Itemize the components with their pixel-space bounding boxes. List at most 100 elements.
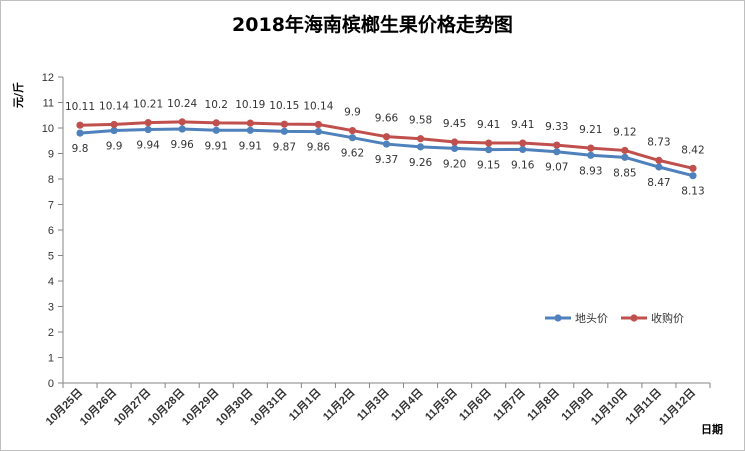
- x-tick-label: 11月2日: [320, 386, 357, 423]
- data-point: [621, 146, 629, 155]
- data-label: 9.26: [409, 157, 433, 169]
- data-label: 9.41: [511, 119, 534, 131]
- data-label: 9.94: [136, 140, 160, 152]
- y-tick-label: 9: [48, 149, 54, 161]
- data-point: [144, 125, 152, 134]
- data-point: [314, 120, 322, 129]
- data-point: [485, 146, 493, 154]
- data-label: 9.62: [341, 148, 364, 160]
- data-label: 9.96: [170, 139, 194, 151]
- data-point: [485, 139, 493, 147]
- data-point: [382, 140, 391, 148]
- y-tick-label: 10: [42, 123, 54, 135]
- data-point: [621, 153, 629, 161]
- data-label: 9.07: [545, 162, 568, 174]
- data-point: [655, 156, 663, 164]
- legend-marker-0: [554, 314, 562, 322]
- data-label: 8.47: [647, 177, 670, 189]
- series-lines: [76, 118, 697, 180]
- data-point: [382, 133, 391, 141]
- data-label: 9.15: [477, 160, 500, 172]
- data-point: [280, 127, 288, 135]
- data-label: 9.45: [443, 118, 466, 130]
- x-tick-label: 11月8日: [525, 386, 562, 423]
- y-tick-label: 5: [48, 251, 54, 263]
- x-tick-label: 11月7日: [491, 386, 528, 423]
- data-label: 9.8: [72, 143, 89, 155]
- data-point: [76, 121, 84, 129]
- data-label: 9.16: [511, 159, 535, 171]
- legend-entry-0: 地头价: [575, 312, 608, 325]
- data-label: 9.33: [545, 121, 568, 133]
- data-label: 10.14: [303, 100, 333, 112]
- data-point: [314, 127, 322, 136]
- x-tick-label: 10月31日: [247, 386, 289, 428]
- data-label: 9.21: [579, 124, 602, 136]
- y-tick-label: 4: [48, 276, 54, 288]
- data-label: 9.58: [409, 115, 432, 127]
- data-labels: 9.8 9.9 9.94 9.96 9.91 9.91 9.87 9.86 9.62 9.37 9.…: [65, 98, 705, 198]
- data-label: 9.20: [443, 158, 466, 170]
- data-point: [348, 126, 357, 135]
- y-tick-label: 0: [48, 378, 54, 390]
- x-tick-label: 11月3日: [354, 386, 391, 423]
- x-axis-title: 日期: [701, 422, 723, 436]
- data-point: [689, 164, 697, 172]
- x-tick-label: 11月6日: [456, 386, 493, 423]
- data-label: 10.15: [269, 100, 299, 112]
- data-label: 9.12: [613, 126, 636, 138]
- data-label: 8.73: [647, 136, 670, 148]
- x-tick-label: 11月5日: [422, 386, 459, 423]
- data-label: 9.86: [307, 142, 331, 154]
- data-label: 8.93: [579, 165, 602, 177]
- legend-marker-1: [630, 314, 638, 322]
- data-label: 8.85: [613, 167, 636, 179]
- axes: 012345678910111210月25日10月26日10月27日10月28日…: [42, 72, 711, 428]
- data-label: 9.9: [106, 141, 123, 153]
- data-label: 10.19: [235, 99, 265, 111]
- data-point: [212, 126, 220, 134]
- y-tick-label: 1: [48, 353, 54, 365]
- data-label: 9.66: [375, 113, 399, 125]
- data-point: [416, 135, 425, 143]
- data-point: [178, 118, 186, 126]
- chart-title: 2018年海南槟榔生果价格走势图: [232, 14, 513, 36]
- data-point: [553, 148, 561, 156]
- data-point: [416, 143, 425, 151]
- data-point: [519, 145, 527, 154]
- y-tick-label: 11: [43, 98, 54, 110]
- data-label: 10.2: [205, 99, 228, 111]
- data-point: [348, 134, 357, 142]
- data-point: [655, 163, 663, 171]
- data-point: [110, 120, 118, 129]
- x-tick-label: 11月12日: [656, 386, 698, 428]
- data-label: 10.21: [133, 99, 163, 111]
- data-label: 9.9: [344, 107, 361, 119]
- y-tick-label: 3: [48, 302, 54, 314]
- x-tick-label: 11月1日: [286, 386, 323, 423]
- y-tick-label: 6: [48, 225, 54, 237]
- y-tick-label: 8: [48, 174, 54, 186]
- data-label: 9.91: [239, 140, 262, 152]
- y-tick-label: 7: [48, 200, 54, 212]
- x-tick-label: 11月4日: [388, 386, 425, 423]
- data-point: [451, 144, 459, 152]
- data-label: 8.42: [681, 144, 704, 156]
- data-point: [587, 151, 595, 159]
- data-label: 10.24: [167, 98, 197, 110]
- y-tick-label: 2: [48, 327, 54, 339]
- data-point: [587, 144, 595, 152]
- data-point: [519, 139, 527, 147]
- data-label: 10.11: [65, 101, 95, 113]
- data-point: [212, 119, 220, 127]
- y-axis-title: 元/斤: [11, 82, 25, 108]
- data-label: 9.91: [205, 140, 228, 152]
- data-point: [178, 125, 186, 133]
- data-point: [144, 119, 152, 127]
- data-label: 9.87: [273, 141, 296, 153]
- data-point: [246, 119, 254, 127]
- data-point: [280, 120, 288, 128]
- data-point: [76, 129, 84, 137]
